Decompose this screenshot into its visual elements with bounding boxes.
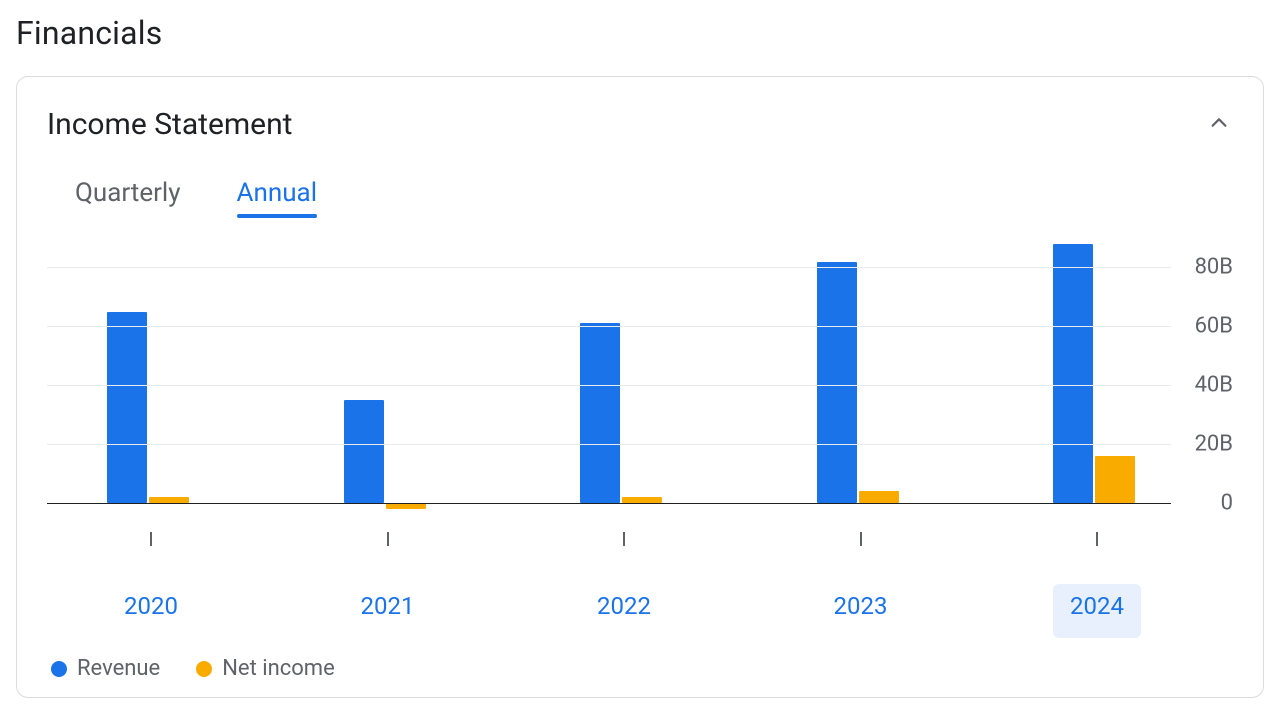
bar-group-2024 — [1053, 238, 1141, 518]
revenue-bar[interactable] — [344, 400, 384, 503]
legend-label: Net income — [222, 656, 335, 681]
xaxis-tick — [150, 532, 152, 546]
yaxis-tick-label: 60B — [1195, 314, 1233, 339]
gridline — [47, 444, 1171, 445]
legend-label: Revenue — [77, 656, 160, 681]
page-title: Financials — [16, 14, 1264, 52]
xaxis-tick — [860, 532, 862, 546]
yaxis-tick-label: 40B — [1195, 373, 1233, 398]
yaxis-tick-label: 80B — [1195, 255, 1233, 280]
card-header: Income Statement — [47, 107, 1233, 142]
revenue-bar[interactable] — [580, 323, 620, 503]
yaxis-tick-label: 20B — [1195, 432, 1233, 457]
gridline — [47, 326, 1171, 327]
card-title: Income Statement — [47, 107, 292, 142]
legend-item-revenue[interactable]: Revenue — [51, 656, 160, 681]
bar-group-2022 — [580, 238, 668, 518]
gridline — [47, 267, 1171, 268]
chevron-up-icon — [1208, 112, 1230, 138]
revenue-bar[interactable] — [107, 312, 147, 504]
financials-bar-chart: 0 20B 40B 60B 80B — [47, 238, 1233, 548]
xaxis-tick — [623, 532, 625, 546]
xaxis-label-2024[interactable]: 2024 — [1053, 584, 1141, 638]
bar-group-2020 — [107, 238, 195, 518]
chart-plot-area: 020B40B60B80B — [47, 238, 1171, 518]
gridline — [47, 503, 1171, 504]
legend-swatch — [196, 661, 212, 677]
legend-swatch — [51, 661, 67, 677]
income-statement-card: Income Statement Quarterly Annual 0 20B 40B… — [16, 76, 1264, 698]
tab-quarterly[interactable]: Quarterly — [75, 178, 181, 216]
revenue-bar[interactable] — [1053, 244, 1093, 503]
bar-group-2021 — [344, 238, 432, 518]
net-income-bar[interactable] — [859, 491, 899, 503]
bar-group-2023 — [817, 238, 905, 518]
bar-groups — [107, 238, 1141, 518]
xaxis-label-2022[interactable]: 2022 — [580, 584, 668, 638]
legend-item-net_income[interactable]: Net income — [196, 656, 335, 681]
collapse-toggle[interactable] — [1205, 111, 1233, 139]
chart-legend: Revenue Net income — [47, 656, 1233, 681]
revenue-bar[interactable] — [817, 262, 857, 504]
xaxis-tick — [1096, 532, 1098, 546]
yaxis-tick-label: 0 — [1221, 491, 1233, 516]
xaxis-label-2021[interactable]: 2021 — [344, 584, 432, 638]
period-tabs: Quarterly Annual — [47, 178, 1233, 216]
gridline — [47, 385, 1171, 386]
net-income-bar[interactable] — [1095, 456, 1135, 503]
xaxis-labels: 2020 2021 2022 2023 2024 — [47, 584, 1233, 638]
xaxis-label-2023[interactable]: 2023 — [817, 584, 905, 638]
tab-annual[interactable]: Annual — [237, 178, 317, 216]
xaxis-tick — [387, 532, 389, 546]
xaxis-label-2020[interactable]: 2020 — [107, 584, 195, 638]
